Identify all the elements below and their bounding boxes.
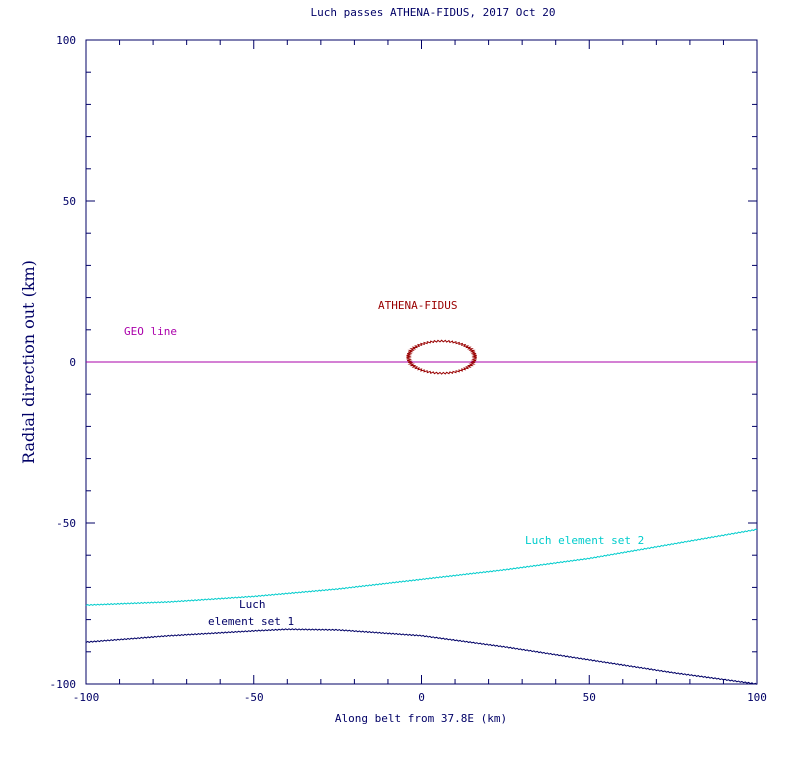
series-group (85, 339, 758, 685)
annotation-luch-set-2: Luch element set 2 (525, 534, 644, 547)
series-luch-element-set-1 (85, 628, 758, 685)
x-tick-label: 100 (747, 691, 767, 704)
series-luch-element-set-2 (85, 528, 758, 607)
annotation-athena-fidus: ATHENA-FIDUS (378, 299, 457, 312)
y-tick-labels: 100 50 0 -50 -100 (50, 34, 77, 691)
annotation-luch: Luch (239, 598, 266, 611)
y-tick-label: -50 (56, 517, 76, 530)
y-tick-label: 50 (63, 195, 76, 208)
x-tick-label: -50 (244, 691, 264, 704)
annotation-geo-line: GEO line (124, 325, 177, 338)
chart-title: Luch passes ATHENA-FIDUS, 2017 Oct 20 (310, 6, 555, 19)
x-tick-labels: -100 -50 0 50 100 (73, 691, 767, 704)
y-tick-label: 100 (56, 34, 76, 47)
object-athena-fidus (406, 339, 477, 375)
y-axis-label: Radial direction out (km) (19, 260, 38, 464)
y-tick-label: 0 (69, 356, 76, 369)
annotations: GEO line ATHENA-FIDUS Luch element set 2… (124, 299, 644, 628)
y-tick-label: -100 (50, 678, 77, 691)
x-tick-label: 50 (583, 691, 596, 704)
x-tick-label: 0 (418, 691, 425, 704)
x-tick-label: -100 (73, 691, 100, 704)
x-axis-label: Along belt from 37.8E (km) (335, 712, 507, 725)
annotation-element-set-1: element set 1 (208, 615, 294, 628)
